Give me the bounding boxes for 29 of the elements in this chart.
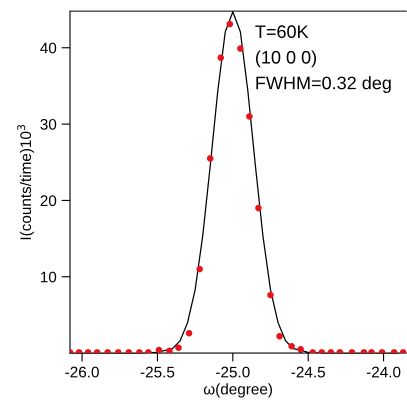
x-tick-label: -25.0 (216, 366, 250, 378)
annotation: (10 0 0) (256, 50, 316, 68)
point (267, 292, 274, 298)
y-axis-title: I(counts/time)10$^{3}$ (17, 124, 34, 240)
point (218, 54, 224, 61)
point (226, 20, 234, 28)
point (237, 45, 244, 52)
point (255, 204, 262, 212)
x-tick-label: -24.0 (366, 366, 400, 378)
point (297, 346, 304, 353)
point (246, 113, 253, 120)
point (166, 348, 173, 354)
x-tick-label: -26.0 (65, 366, 99, 378)
point (175, 344, 182, 351)
x-tick-label: -24.5 (291, 366, 325, 378)
point (288, 342, 295, 350)
point (186, 330, 192, 336)
point (156, 346, 162, 354)
point (196, 266, 203, 272)
annotation: T=60K (255, 25, 308, 38)
x-tick-label: -25.5 (140, 366, 174, 378)
x-axis-title: ω(degree) (204, 383, 272, 398)
y-tick-label: 30 (40, 118, 56, 130)
y-tick-label: 20 (40, 195, 56, 206)
annotation: FWHM=0.32 deg (256, 76, 391, 93)
point (206, 155, 214, 162)
y-tick-label: 10 (40, 272, 56, 282)
y-tick-label: 40 (40, 42, 56, 54)
point (276, 333, 283, 340)
